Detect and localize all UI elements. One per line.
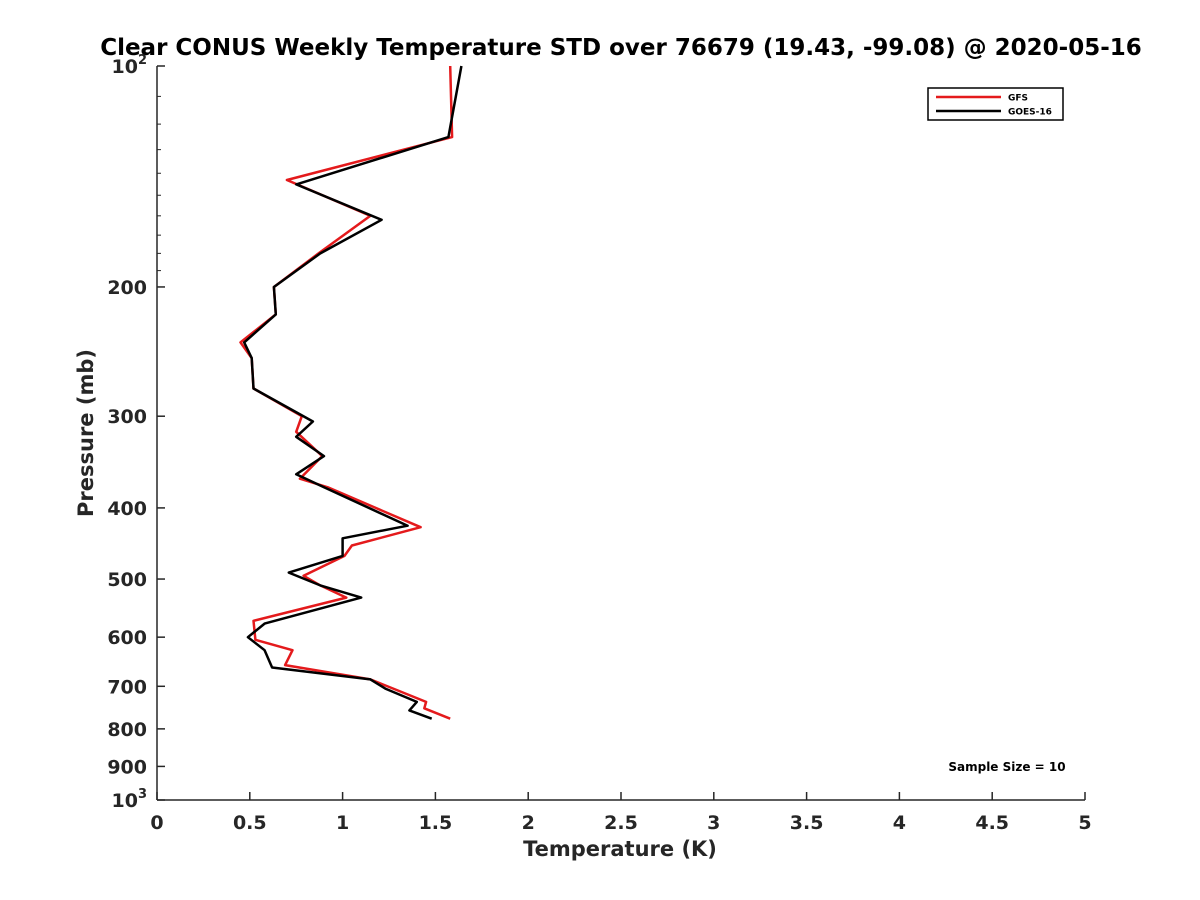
- x-tick-label: 4: [893, 812, 906, 834]
- x-tick-label: 4.5: [975, 812, 1009, 834]
- x-axis-label: Temperature (K): [523, 837, 717, 861]
- plot-lines: [239, 65, 463, 720]
- legend-box: [927, 87, 1064, 121]
- y-tick-label: 103: [112, 787, 148, 812]
- y-tick-label: 400: [107, 498, 147, 520]
- legend-label-gfs: GFS: [1008, 94, 1028, 104]
- y-axis-label: Pressure (mb): [74, 349, 98, 517]
- x-tick-label: 2.5: [604, 812, 638, 834]
- x-tick-label: 5: [1078, 812, 1091, 834]
- x-tick-label: 1.5: [419, 812, 453, 834]
- x-tick-label: 0: [150, 812, 163, 834]
- y-tick-label: 700: [107, 676, 147, 698]
- y-tick-label: 300: [107, 406, 147, 428]
- y-tick-label: 800: [107, 719, 147, 741]
- legend: GFS GOES-16: [927, 87, 1064, 121]
- chart-title: Clear CONUS Weekly Temperature STD over …: [100, 35, 1142, 61]
- legend-label-goes-16: GOES-16: [1008, 108, 1052, 118]
- axes: 0 0.5 1 1.5 2 2.5 3 3.5 4 4.5 5 102 200 300 400 500 600 7…: [107, 53, 1091, 834]
- x-tick-label: 0.5: [233, 812, 267, 834]
- x-tick-label: 2: [522, 812, 535, 834]
- y-tick-label: 500: [107, 569, 147, 591]
- y-tick-label: 200: [107, 277, 147, 299]
- series-line-goes-16: [242, 65, 463, 720]
- y-tick-label: 600: [107, 627, 147, 649]
- x-tick-label: 1: [336, 812, 349, 834]
- sample-size-annotation: Sample Size = 10: [948, 760, 1065, 774]
- y-tick-label: 102: [112, 53, 148, 78]
- y-tick-label: 900: [107, 756, 147, 778]
- x-tick-label: 3.5: [790, 812, 824, 834]
- x-tick-label: 3: [707, 812, 720, 834]
